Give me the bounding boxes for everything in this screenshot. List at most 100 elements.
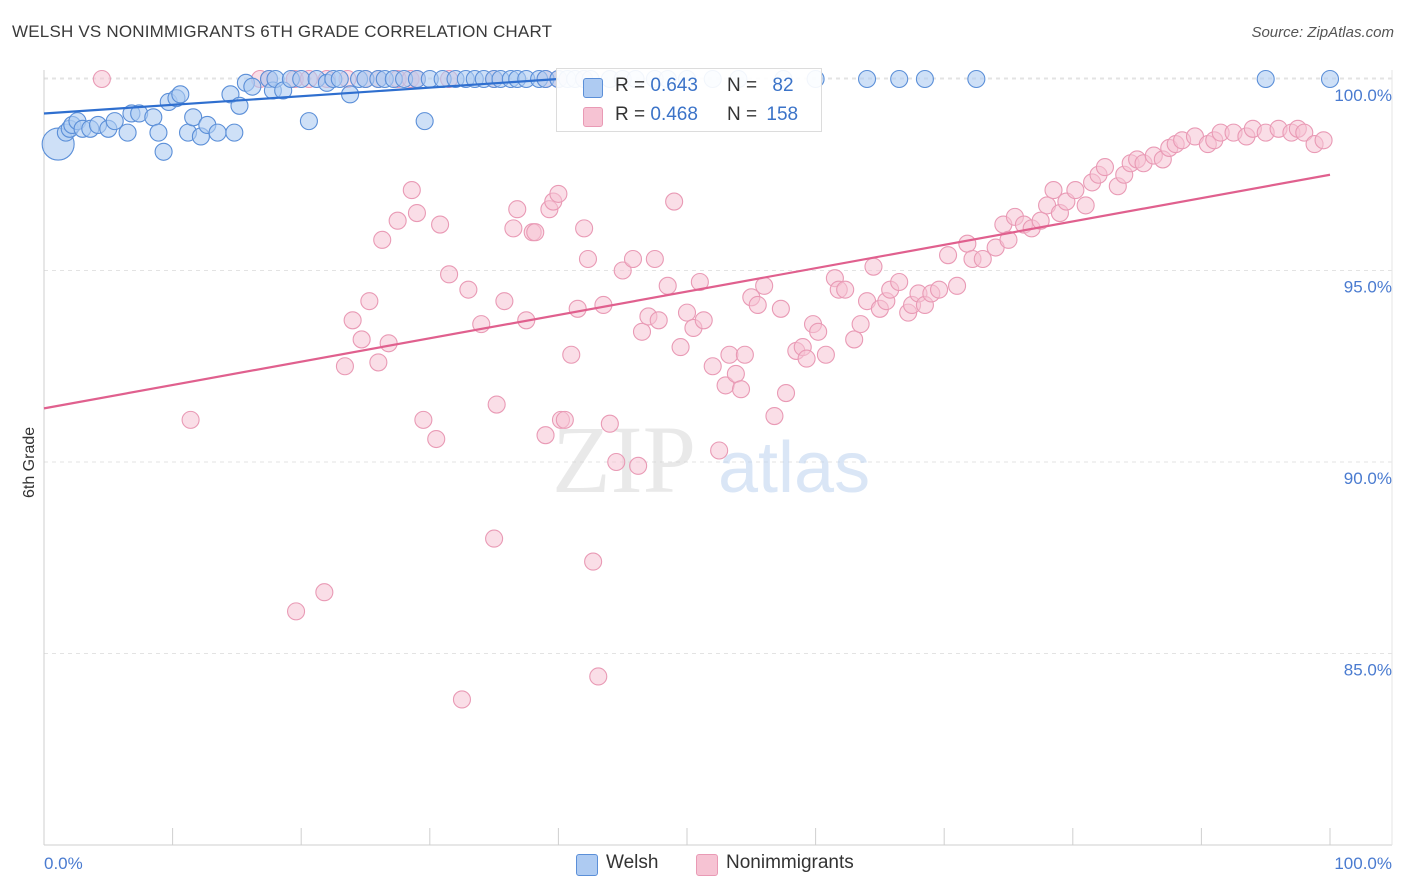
point-nonimmigrants (315, 583, 334, 602)
point-welsh (967, 69, 986, 89)
point-welsh (1320, 69, 1340, 89)
point-welsh (184, 108, 203, 127)
legend-label-welsh: Welsh (606, 852, 659, 873)
point-nonimmigrants (407, 204, 426, 223)
point-nonimmigrants (427, 429, 446, 449)
point-nonimmigrants (771, 299, 790, 318)
legend-r-value-welsh: 0.643 (650, 75, 698, 96)
point-nonimmigrants (92, 69, 111, 89)
point-nonimmigrants (755, 276, 774, 295)
point-welsh (1256, 69, 1275, 89)
legend-stats-row-nonimmigrants: R = 0.468 N = 158 (557, 100, 821, 130)
point-nonimmigrants (575, 219, 594, 238)
point-nonimmigrants (632, 322, 652, 341)
point-nonimmigrants (343, 311, 362, 330)
point-nonimmigrants (1031, 211, 1050, 230)
point-nonimmigrants (690, 272, 709, 292)
point-nonimmigrants (508, 200, 527, 219)
point-welsh (857, 69, 877, 89)
y-tick-label: 95.0% (1344, 278, 1392, 297)
y-tick-label: 85.0% (1344, 661, 1392, 680)
point-nonimmigrants (459, 280, 478, 299)
point-nonimmigrants (526, 223, 545, 242)
point-nonimmigrants (999, 230, 1018, 249)
point-nonimmigrants (335, 357, 354, 376)
point-welsh (105, 112, 124, 131)
point-nonimmigrants (555, 410, 574, 429)
point-nonimmigrants (694, 311, 713, 330)
point-nonimmigrants (776, 384, 796, 403)
point-nonimmigrants (720, 345, 739, 364)
trend-lines (43, 77, 1331, 410)
point-nonimmigrants (731, 380, 751, 399)
point-nonimmigrants (658, 276, 677, 295)
point-nonimmigrants (797, 349, 816, 368)
point-welsh (292, 69, 311, 89)
y-tick-labels: 85.0% 90.0% 95.0% 100.0% (1334, 86, 1392, 680)
point-nonimmigrants (562, 345, 581, 364)
point-nonimmigrants (578, 249, 598, 269)
axes (43, 70, 1393, 846)
point-nonimmigrants (360, 292, 379, 311)
point-nonimmigrants (589, 667, 608, 686)
point-nonimmigrants (584, 552, 603, 571)
point-nonimmigrants (487, 395, 506, 414)
legend-n-label: N = (727, 75, 758, 96)
point-nonimmigrants (629, 456, 648, 475)
point-nonimmigrants (765, 406, 784, 426)
point-nonimmigrants (816, 345, 835, 364)
point-nonimmigrants (607, 452, 626, 472)
legend-n-label: N = (727, 104, 758, 125)
point-nonimmigrants (369, 353, 388, 372)
y-tick-label: 100.0% (1334, 86, 1392, 105)
point-nonimmigrants (1044, 181, 1063, 200)
series-nonimmigrants (92, 69, 1333, 709)
point-nonimmigrants (836, 280, 855, 299)
point-welsh (149, 123, 168, 142)
point-nonimmigrants (735, 345, 754, 364)
point-nonimmigrants (452, 690, 472, 709)
y-tick-label: 90.0% (1344, 469, 1392, 488)
point-nonimmigrants (440, 265, 459, 284)
legend-label-nonimmigrants: Nonimmigrants (726, 852, 854, 873)
chart-title: WELSH VS NONIMMIGRANTS 6TH GRADE CORRELA… (12, 22, 553, 41)
point-nonimmigrants (549, 184, 568, 203)
legend-swatch-welsh (583, 78, 603, 98)
point-welsh (415, 112, 434, 131)
point-nonimmigrants (287, 602, 306, 621)
point-nonimmigrants (431, 215, 450, 234)
point-nonimmigrants (748, 295, 767, 315)
legend-r-label: R = (615, 104, 646, 125)
legend-swatch-welsh (576, 854, 598, 876)
point-welsh (208, 123, 227, 142)
point-nonimmigrants (890, 272, 909, 292)
point-nonimmigrants (645, 249, 664, 269)
point-welsh (225, 123, 244, 142)
point-nonimmigrants (958, 234, 977, 253)
point-welsh (330, 69, 349, 89)
point-nonimmigrants (1076, 196, 1095, 215)
point-nonimmigrants (677, 303, 697, 322)
point-nonimmigrants (352, 330, 371, 349)
legend-r-value-nonimmigrants: 0.468 (650, 104, 698, 125)
point-nonimmigrants (845, 330, 864, 349)
point-nonimmigrants (1295, 123, 1314, 142)
legend-n-value-nonimmigrants: 158 (766, 104, 799, 125)
point-welsh (118, 123, 137, 142)
point-nonimmigrants (379, 334, 398, 353)
legend-n-value-welsh: 82 (772, 75, 794, 96)
point-nonimmigrants (939, 246, 958, 265)
point-nonimmigrants (1066, 181, 1085, 200)
legend-stats-row-welsh: R = 0.643 N = 82 (557, 71, 821, 101)
point-nonimmigrants (851, 315, 870, 334)
point-nonimmigrants (665, 192, 684, 211)
point-welsh (144, 108, 163, 127)
legend-swatch-nonimmigrants (583, 107, 603, 127)
legend-series: Welsh Nonimmigrants (0, 852, 1406, 878)
point-nonimmigrants (613, 261, 632, 280)
point-welsh (890, 69, 909, 89)
point-nonimmigrants (181, 410, 200, 429)
x-tick-label-min: 0.0% (44, 854, 83, 873)
point-nonimmigrants (568, 299, 587, 318)
